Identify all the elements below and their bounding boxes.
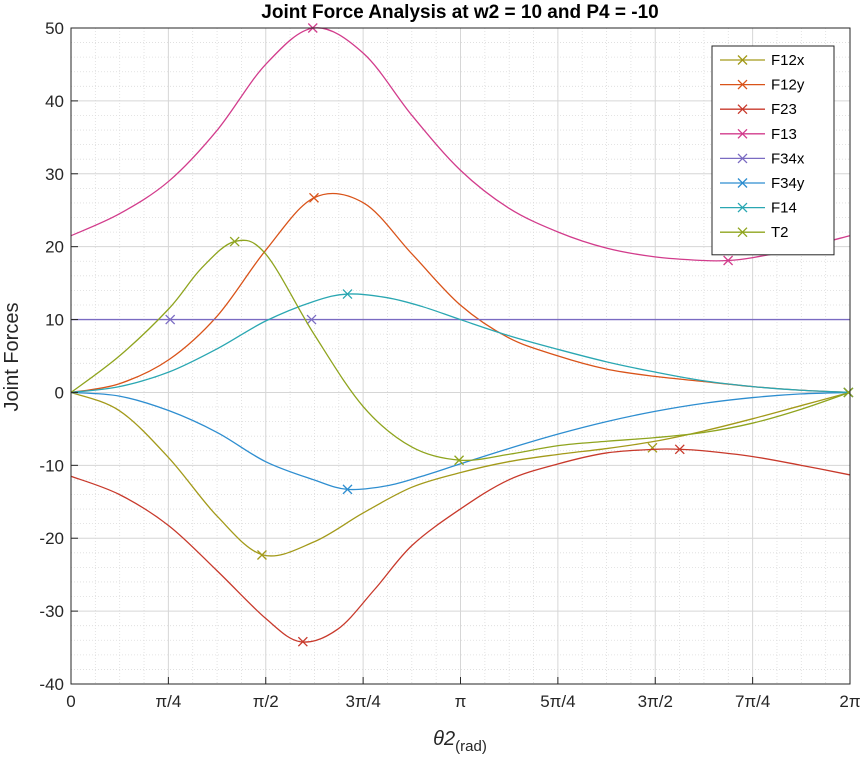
- x-axis-label-sub: (rad): [455, 738, 487, 755]
- data-point-t2: [454, 455, 465, 466]
- legend-item-t2: T2: [720, 224, 789, 241]
- series-line-f23: [70, 448, 850, 643]
- data-point-f23: [674, 444, 685, 455]
- series-line-f34y: [70, 391, 850, 491]
- data-point-f12x: [647, 442, 658, 453]
- legend-label: F12x: [771, 52, 805, 69]
- x-axis-label-main: θ2: [433, 728, 455, 750]
- x-tick-label: 3π/4: [345, 692, 380, 711]
- data-point-f12x: [256, 550, 267, 560]
- y-tick-label: -40: [39, 675, 64, 694]
- y-tick-label: 10: [45, 311, 64, 330]
- x-tick-label: 5π/4: [540, 692, 575, 711]
- legend-label: F34y: [771, 175, 805, 192]
- data-point-t2: [843, 387, 854, 398]
- data-point-f14: [342, 289, 353, 300]
- legend-item-f23: F23: [720, 101, 797, 118]
- x-tick-label: 3π/2: [638, 692, 673, 711]
- x-tick-label: 0: [66, 692, 75, 711]
- y-tick-label: 50: [45, 19, 64, 38]
- chart-title: Joint Force Analysis at w2 = 10 and P4 =…: [261, 2, 658, 23]
- data-point-f34x: [306, 314, 317, 325]
- data-point-f12y: [309, 192, 319, 203]
- y-tick-label: 30: [45, 165, 64, 184]
- legend: F12x F12y F23 F13 F34x F34y F14 T2: [711, 45, 835, 256]
- legend-item-f34y: F34y: [720, 175, 805, 192]
- y-tick-label: 40: [45, 92, 64, 111]
- data-point-f23: [297, 636, 308, 647]
- legend-item-f13: F13: [720, 126, 797, 143]
- x-tick-label: π/4: [155, 692, 181, 711]
- series-line-f12x: [70, 391, 850, 557]
- y-tick-label: -10: [39, 456, 64, 475]
- series-group: [70, 23, 854, 647]
- legend-item-f12x: F12x: [720, 52, 805, 69]
- legend-label: F34x: [771, 150, 805, 167]
- data-point-f13: [723, 255, 734, 266]
- y-axis-label: Joint Forces: [1, 303, 23, 412]
- axes: 0 π/4 π/2 3π/4 π 5π/4 3π/2 7π/4 2π -40 -30 -20 -10 0 1…: [39, 19, 860, 711]
- y-tick-label: 0: [55, 383, 64, 402]
- legend-item-f14: F14: [720, 200, 797, 217]
- x-tick-label: π: [455, 692, 467, 711]
- series-t2: [70, 236, 854, 466]
- y-tick-label: -20: [39, 529, 64, 548]
- legend-item-f34x: F34x: [720, 150, 805, 167]
- x-axis-label: θ2(rad): [433, 728, 487, 755]
- legend-label: F13: [771, 126, 797, 143]
- data-point-f34y: [342, 484, 353, 495]
- y-tick-label: 20: [45, 238, 64, 257]
- series-line-t2: [70, 239, 850, 462]
- series-line-f14: [70, 293, 850, 394]
- y-tick-label: -30: [39, 602, 64, 621]
- x-tick-label: 7π/4: [735, 692, 770, 711]
- series-f23: [70, 444, 850, 647]
- legend-item-f12y: F12y: [720, 77, 805, 94]
- legend-box: [711, 45, 835, 256]
- legend-label: F14: [771, 200, 797, 217]
- x-tick-label: 2π: [839, 692, 860, 711]
- data-point-t2: [229, 236, 240, 247]
- legend-label: F12y: [771, 77, 805, 94]
- data-point-f34x: [165, 314, 176, 325]
- legend-label: F23: [771, 101, 797, 118]
- legend-label: T2: [771, 224, 789, 241]
- x-tick-label: π/2: [253, 692, 279, 711]
